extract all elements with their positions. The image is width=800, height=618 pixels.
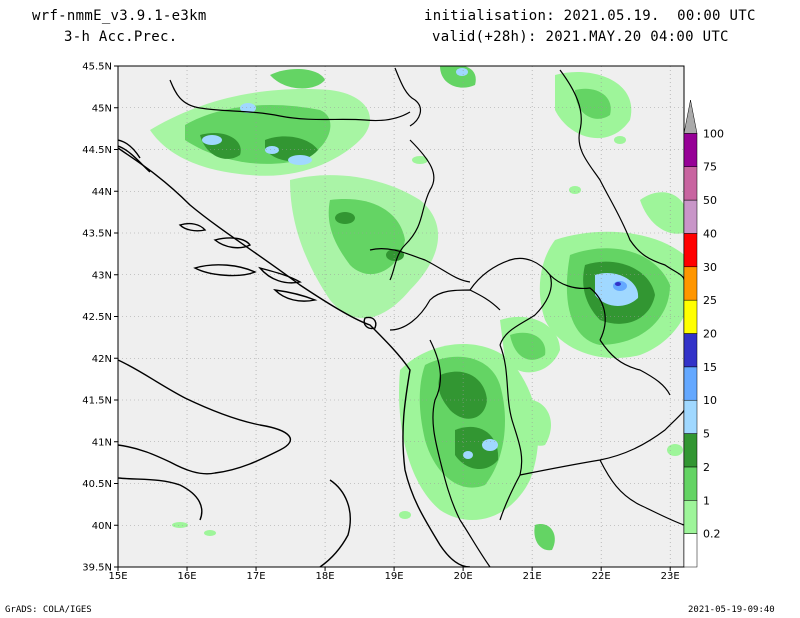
lon-tick-label: 21E	[523, 571, 542, 582]
coastlines	[118, 139, 471, 567]
lat-tick-label: 44.5N	[82, 145, 112, 156]
colorbar-segment	[683, 133, 698, 167]
country-borders	[169, 67, 684, 567]
lat-tick-label: 41N	[92, 437, 112, 448]
colorbar-label: 50	[703, 194, 717, 207]
valid-time: valid(+28h): 2021.MAY.20 04:00 UTC	[432, 29, 729, 45]
lat-tick-label: 43N	[92, 270, 112, 281]
colorbar-segment	[683, 99, 698, 134]
colorbar-label: 0.2	[703, 528, 721, 541]
colorbar-label: 5	[703, 428, 710, 441]
model-title: wrf-nmmE_v3.9.1-e3km	[32, 8, 207, 24]
lat-tick-label: 39.5N	[82, 563, 112, 574]
map-axes: 15E 16E 17E 18E 19E 20E 21E 22E 23E 39.5N 40N 40.5N…	[82, 62, 679, 583]
colorbar-segment	[683, 166, 698, 201]
field-title: 3-h Acc.Prec.	[64, 29, 178, 45]
lon-tick-label: 20E	[454, 571, 473, 582]
lon-tick-label: 19E	[385, 571, 404, 582]
colorbar-segment	[683, 500, 698, 534]
lon-tick-label: 17E	[247, 571, 266, 582]
colorbar-label: 100	[703, 127, 724, 140]
lat-tick-label: 45N	[92, 103, 112, 114]
colorbar-label: 75	[703, 161, 717, 174]
lat-tick-label: 40N	[92, 521, 112, 532]
lat-tick-label: 43.5N	[82, 229, 112, 240]
lon-tick-label: 16E	[178, 571, 197, 582]
colorbar-segment	[683, 466, 698, 501]
colorbar-segment	[683, 266, 698, 301]
lat-tick-label: 44N	[92, 187, 112, 198]
lat-tick-label: 45.5N	[82, 62, 112, 73]
colorbar-label: 25	[703, 294, 717, 307]
colorbar-segment	[683, 199, 698, 234]
colorbar-label: 1	[703, 494, 710, 507]
software-credit: GrADS: COLA/IGES	[5, 605, 92, 615]
precip-field	[150, 66, 684, 551]
colorbar-label: 15	[703, 361, 717, 374]
colorbar-label: 40	[703, 227, 717, 240]
colorbar-segment	[683, 233, 698, 268]
colorbar-label: 2	[703, 461, 710, 474]
lat-tick-label: 42N	[92, 354, 112, 365]
lon-tick-label: 18E	[316, 571, 335, 582]
colorbar-label: 30	[703, 261, 717, 274]
colorbar-label: 20	[703, 328, 717, 341]
colorbar-segment	[683, 366, 698, 401]
lat-tick-label: 42.5N	[82, 312, 112, 323]
colorbar-segment	[683, 433, 698, 468]
colorbar-segment	[683, 333, 698, 368]
lon-tick-label: 22E	[592, 571, 611, 582]
colorbar-segment	[683, 299, 698, 334]
lat-tick-label: 41.5N	[82, 396, 112, 407]
lat-tick-label: 40.5N	[82, 479, 112, 490]
render-timestamp: 2021-05-19-09:40	[688, 605, 775, 615]
colorbar-label: 10	[703, 394, 717, 407]
lon-tick-label: 15E	[108, 571, 127, 582]
initialisation-time: initialisation: 2021.05.19. 00:00 UTC	[424, 8, 756, 24]
colorbar-segment	[683, 399, 698, 434]
colorbar-segment	[683, 533, 698, 568]
lon-tick-label: 23E	[661, 571, 680, 582]
